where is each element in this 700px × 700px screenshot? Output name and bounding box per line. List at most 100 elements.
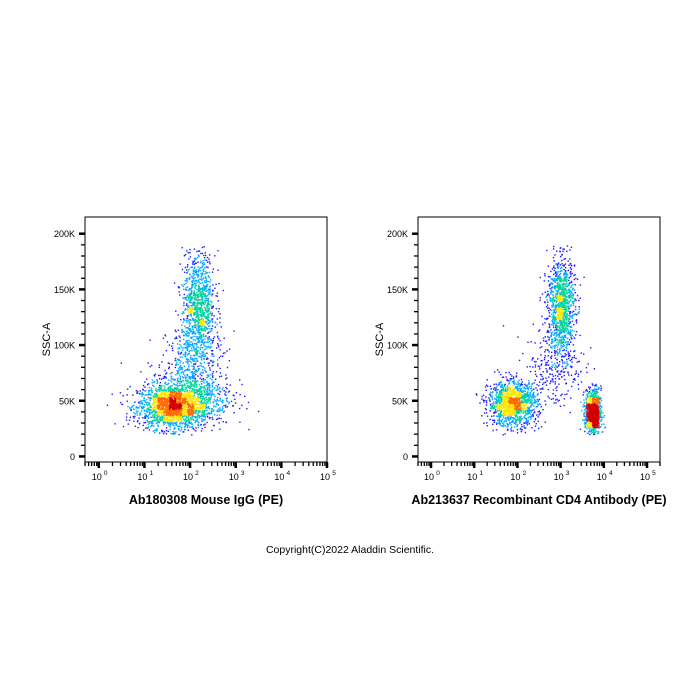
event-dot [164,390,167,392]
event-dot [196,291,198,294]
event-dot [179,389,181,391]
event-dot [196,294,198,296]
event-dot [161,385,163,387]
event-dot [132,415,135,418]
event-dot [228,390,231,392]
event-dot [197,270,199,273]
event-dot [173,400,175,402]
event-dot [557,262,560,264]
event-dot [179,430,181,432]
event-dot [198,289,200,292]
event-dot [129,416,132,418]
event-dot [544,301,546,304]
event-dot [202,369,204,371]
event-dot [562,371,565,373]
event-dot [204,415,206,418]
event-dot [192,372,195,375]
event-dot [204,405,206,407]
event-dot [211,379,213,381]
event-dot [157,413,160,415]
event-dot [179,336,181,339]
event-dot [572,381,574,383]
event-dot [167,405,169,407]
event-dot [200,395,202,398]
event-dot [204,399,207,402]
event-dot [170,419,173,421]
event-dot [162,354,164,356]
event-dot [497,384,499,386]
event-dot [189,300,191,303]
event-dot [196,389,198,391]
event-dot [530,418,532,420]
event-dot [542,377,544,380]
event-dot [219,407,221,409]
event-dot [164,399,166,401]
event-dot [542,340,545,342]
event-dot [141,393,143,395]
event-dot [179,425,181,428]
event-dot [552,291,554,293]
event-dot [573,278,575,281]
event-dot [193,280,196,283]
event-dot [159,388,161,391]
event-dot [160,408,162,410]
event-dot [187,328,190,331]
event-dot [183,389,185,391]
event-dot [584,409,586,411]
event-dot [179,394,181,397]
event-dot [196,324,199,326]
event-dot [204,320,206,322]
event-dot [155,416,157,419]
event-dot [219,386,221,389]
event-dot [197,273,200,276]
event-dot [195,280,197,282]
event-dot [189,404,191,406]
event-dot [206,421,208,424]
event-dot [527,389,529,391]
event-dot [190,329,192,331]
event-dot [193,345,195,347]
event-dot [173,383,175,385]
event-dot [167,413,169,416]
event-dot [526,424,528,426]
event-dot [141,407,143,409]
event-dot [191,405,193,408]
event-dot [565,365,567,368]
event-dot [205,288,207,290]
event-dot [192,319,194,322]
event-dot [486,379,488,381]
event-dot [202,380,204,382]
event-dot [156,397,158,399]
event-dot [551,365,553,367]
event-dot [202,372,204,374]
event-dot [539,297,542,299]
event-dot [201,309,204,311]
event-dot [177,351,179,353]
event-dot [210,350,213,352]
event-dot [199,289,201,291]
event-dot [574,373,576,375]
event-dot [194,286,196,288]
event-dot [566,245,569,247]
event-dot [183,400,186,402]
event-dot [550,286,553,289]
event-dot [563,331,566,334]
event-dot [174,393,177,395]
event-dot [199,410,201,413]
event-dot [172,388,174,390]
event-dot [202,378,205,380]
event-dot [192,339,195,341]
event-dot [191,308,194,310]
event-dot [585,419,588,421]
event-dot [530,404,533,406]
event-dot [223,404,225,407]
event-dot [508,419,510,422]
event-dot [165,383,167,386]
event-dot [555,399,557,401]
event-dot [238,407,241,410]
event-dot [168,415,170,417]
event-dot [561,376,563,378]
event-dot [537,411,539,413]
event-dot [505,418,507,420]
event-dot [544,291,546,293]
